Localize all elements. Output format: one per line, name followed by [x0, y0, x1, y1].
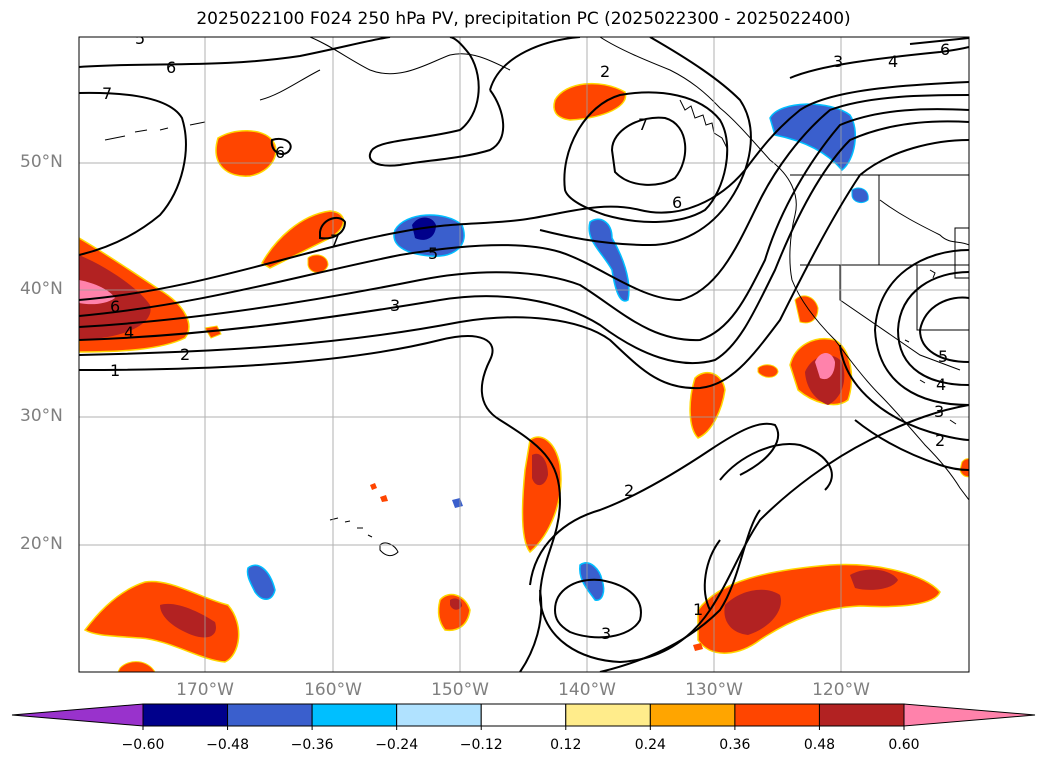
colorbar-segment [649, 703, 736, 727]
colorbar-segment [818, 703, 905, 727]
colorbar-segment [565, 703, 651, 727]
lon-label: 160°W [304, 680, 362, 700]
contour-label: 2 [624, 481, 634, 500]
map-frame [78, 36, 970, 673]
contour-label: 6 [166, 58, 176, 77]
contour-label: 5 [135, 29, 145, 48]
colorbar-tick-label: 0.12 [550, 737, 582, 753]
lon-label: 150°W [431, 680, 489, 700]
colorbar-extension-min [11, 703, 144, 727]
precipitation-shading [79, 82, 969, 672]
colorbar-segment [396, 703, 482, 727]
colorbar-tick-label: −0.36 [290, 737, 334, 753]
lat-label: 20°N [20, 534, 63, 554]
contour-label: 2 [935, 431, 945, 450]
colorbar-tick-label: 0.36 [719, 737, 751, 753]
colorbar-tick-label: −0.48 [206, 737, 249, 753]
contour-label: 7 [638, 115, 648, 134]
colorbar-segment [227, 703, 313, 727]
contour-label: 5 [938, 347, 948, 366]
colorbar-tick-label: −0.60 [121, 737, 165, 753]
colorbar-tick-label: 0.60 [888, 737, 920, 753]
lon-label: 140°W [558, 680, 616, 700]
contour-label: 2 [180, 345, 190, 364]
lon-label: 120°W [812, 680, 870, 700]
lat-label: 40°N [20, 279, 63, 299]
colorbar [11, 703, 1036, 730]
lat-label: 30°N [20, 406, 63, 426]
gridlines [79, 37, 969, 672]
contour-label: 1 [693, 600, 703, 619]
colorbar-tick-label: 0.24 [634, 737, 666, 753]
colorbar-segment [142, 703, 229, 727]
contour-label: 3 [934, 402, 944, 421]
contour-label: 7 [102, 84, 112, 103]
contour-label: 3 [390, 296, 400, 315]
contour-label: 6 [940, 40, 950, 59]
colorbar-segment [311, 703, 398, 727]
colorbar-tick-label: −0.12 [459, 737, 503, 753]
pv-contours [79, 37, 969, 672]
contour-label: 5 [428, 244, 438, 263]
map-title: 2025022100 F024 250 hPa PV, precipitatio… [196, 9, 851, 29]
colorbar-extension-max [903, 703, 1036, 727]
lat-label: 50°N [20, 152, 63, 172]
contour-label: 6 [275, 143, 285, 162]
contour-label: 4 [936, 375, 946, 394]
contour-label: 6 [110, 297, 120, 316]
colorbar-tick-label: −0.24 [375, 737, 419, 753]
colorbar-segment [480, 703, 567, 727]
contour-label: 7 [330, 231, 340, 250]
lon-label: 170°W [176, 680, 234, 700]
contour-labels: 5 6 7 2 3 4 6 6 7 5 3 6 4 2 1 7 6 5 4 3 … [102, 29, 950, 643]
contour-label: 6 [672, 193, 682, 212]
contour-label: 4 [888, 52, 898, 71]
contour-label: 4 [124, 323, 134, 342]
contour-label: 3 [833, 52, 843, 71]
contour-label: 3 [601, 624, 611, 643]
lon-label: 130°W [685, 680, 743, 700]
colorbar-tick-label: 0.48 [803, 737, 836, 753]
contour-label: 1 [110, 361, 120, 380]
contour-label: 2 [600, 62, 610, 81]
colorbar-segment [734, 703, 820, 727]
